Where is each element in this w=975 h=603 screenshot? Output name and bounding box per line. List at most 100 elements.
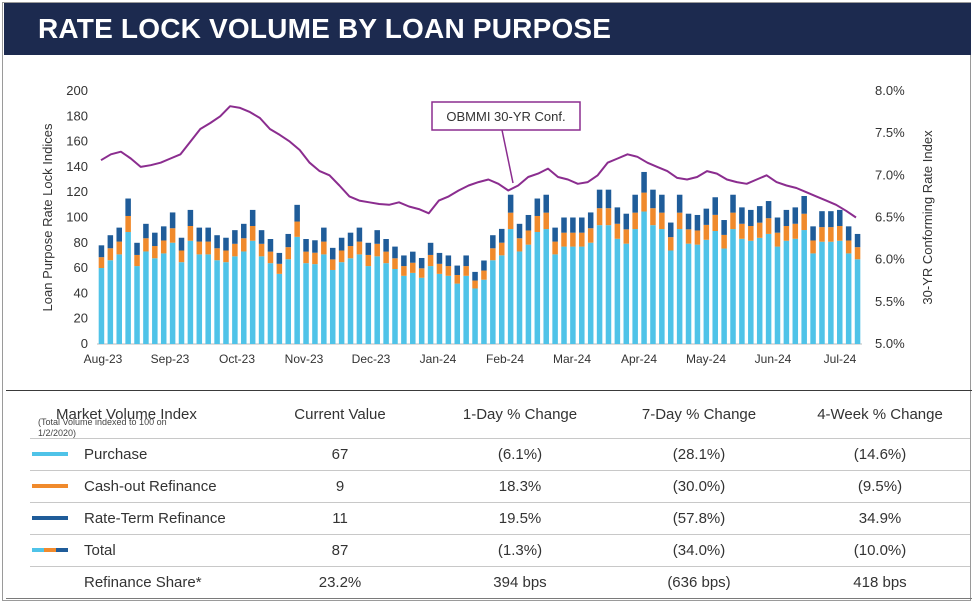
col-header-7day: 7-Day % Change bbox=[641, 406, 757, 423]
rateterm-bar bbox=[374, 230, 380, 244]
purchase-bar bbox=[650, 225, 656, 344]
rateterm-bar bbox=[383, 239, 389, 252]
cashout-bar bbox=[107, 248, 114, 261]
purchase-bar bbox=[365, 266, 372, 344]
row-value: (9.5%) bbox=[857, 478, 903, 495]
rateterm-bar bbox=[427, 242, 434, 255]
cashout-bar bbox=[249, 226, 256, 241]
rateterm-bar bbox=[285, 233, 292, 248]
rateterm-bar bbox=[143, 223, 149, 239]
rateterm-bar bbox=[98, 245, 105, 258]
cashout-bar bbox=[312, 252, 318, 265]
rateterm-bar bbox=[267, 239, 274, 252]
cashout-bar bbox=[641, 192, 647, 212]
rateterm-bar bbox=[721, 220, 727, 235]
row-divider bbox=[30, 534, 970, 535]
rateterm-bar bbox=[365, 242, 372, 255]
purchase-bar bbox=[570, 246, 576, 344]
cashout-bar bbox=[125, 215, 131, 232]
cashout-bar bbox=[410, 262, 416, 273]
rateterm-bar bbox=[534, 198, 541, 216]
x-tick-label: Sep-23 bbox=[151, 352, 190, 366]
rateterm-bar bbox=[650, 189, 656, 209]
rateterm-bar bbox=[196, 227, 203, 242]
row-value: (57.8%) bbox=[672, 510, 726, 527]
purchase-bar bbox=[587, 242, 594, 344]
rateterm-bar bbox=[837, 209, 843, 227]
x-tick-label: Oct-23 bbox=[219, 352, 255, 366]
purchase-bar bbox=[632, 229, 638, 344]
rateterm-bar bbox=[356, 227, 363, 242]
purchase-bar bbox=[481, 279, 487, 344]
row-value: 34.9% bbox=[858, 510, 902, 527]
cashout-bar bbox=[338, 250, 345, 263]
row-divider bbox=[30, 502, 970, 503]
purchase-bar bbox=[498, 255, 505, 344]
cashout-bar bbox=[561, 232, 567, 247]
rateterm-bar bbox=[685, 213, 692, 230]
rateterm-bar bbox=[338, 237, 345, 251]
rateterm-bar bbox=[107, 235, 114, 249]
rateterm-bar bbox=[810, 226, 816, 241]
y-tick-label: 40 bbox=[74, 285, 88, 300]
rateterm-bar bbox=[312, 240, 318, 253]
purchase-bar bbox=[605, 225, 612, 344]
row-value: (10.0%) bbox=[853, 542, 907, 559]
cashout-bar bbox=[134, 254, 140, 267]
cashout-bar bbox=[347, 246, 354, 259]
cashout-bar bbox=[321, 241, 327, 255]
cashout-bar bbox=[418, 268, 425, 278]
row-label-refi-share: Refinance Share* bbox=[84, 574, 202, 591]
cashout-bar bbox=[178, 250, 185, 263]
cashout-bar bbox=[552, 241, 558, 255]
cashout-bar bbox=[516, 238, 523, 252]
cashout-bar bbox=[632, 212, 638, 230]
purchase-bar bbox=[641, 211, 647, 344]
rateterm-bar bbox=[596, 189, 603, 209]
purchase-bar bbox=[312, 264, 318, 344]
purchase-bar bbox=[516, 251, 523, 344]
row-value: (14.6%) bbox=[853, 446, 907, 463]
purchase-bar bbox=[383, 263, 389, 344]
row-label-total: Total bbox=[84, 542, 116, 559]
cashout-bar bbox=[650, 208, 656, 226]
rate-lock-chart: 0 20 40 60 80 100 120 140 160 180 200 5.0% 5.5% 6.0% 6… bbox=[40, 83, 935, 366]
purchase-bar bbox=[116, 254, 122, 344]
cashout-bar bbox=[445, 266, 452, 276]
cashout-bar bbox=[267, 251, 274, 264]
purchase-swatch bbox=[32, 452, 68, 456]
rateterm-bar bbox=[641, 171, 647, 193]
purchase-bar bbox=[783, 240, 790, 344]
y-tick-label: 20 bbox=[74, 311, 88, 326]
x-tick-label: Aug-23 bbox=[84, 352, 123, 366]
purchase-bar bbox=[712, 231, 718, 344]
row-value: (6.1%) bbox=[497, 446, 543, 463]
cashout-bar bbox=[463, 266, 469, 276]
rateterm-bar bbox=[605, 189, 612, 209]
purchase-bar bbox=[436, 273, 443, 344]
purchase-bar bbox=[596, 225, 603, 344]
cashout-bar bbox=[98, 257, 105, 269]
rateterm-bar bbox=[819, 211, 825, 228]
col-header-current: Current Value bbox=[294, 406, 386, 423]
rateterm-bar bbox=[490, 235, 496, 249]
rateterm-bar bbox=[543, 194, 549, 213]
cashout-bar bbox=[285, 247, 292, 260]
cashout-bar bbox=[498, 242, 505, 256]
purchase-bar bbox=[543, 229, 549, 344]
purchase-bar bbox=[685, 243, 692, 344]
y-tick-label: 100 bbox=[66, 210, 88, 225]
rateterm-bar bbox=[792, 207, 799, 224]
total-swatch-rateterm bbox=[56, 548, 68, 552]
cashout-bar bbox=[756, 222, 763, 238]
page-title: RATE LOCK VOLUME BY LOAN PURPOSE bbox=[38, 13, 612, 44]
rateterm-bar bbox=[418, 257, 425, 269]
cashout-bar bbox=[205, 241, 211, 255]
row-divider bbox=[30, 438, 970, 439]
cashout-bar bbox=[703, 224, 710, 240]
rateterm-bar bbox=[676, 194, 683, 213]
rateterm-bar bbox=[703, 208, 710, 225]
purchase-bar bbox=[267, 263, 274, 344]
y2-tick-label: 7.0% bbox=[875, 167, 905, 182]
col-header-4week: 4-Week % Change bbox=[817, 406, 943, 423]
